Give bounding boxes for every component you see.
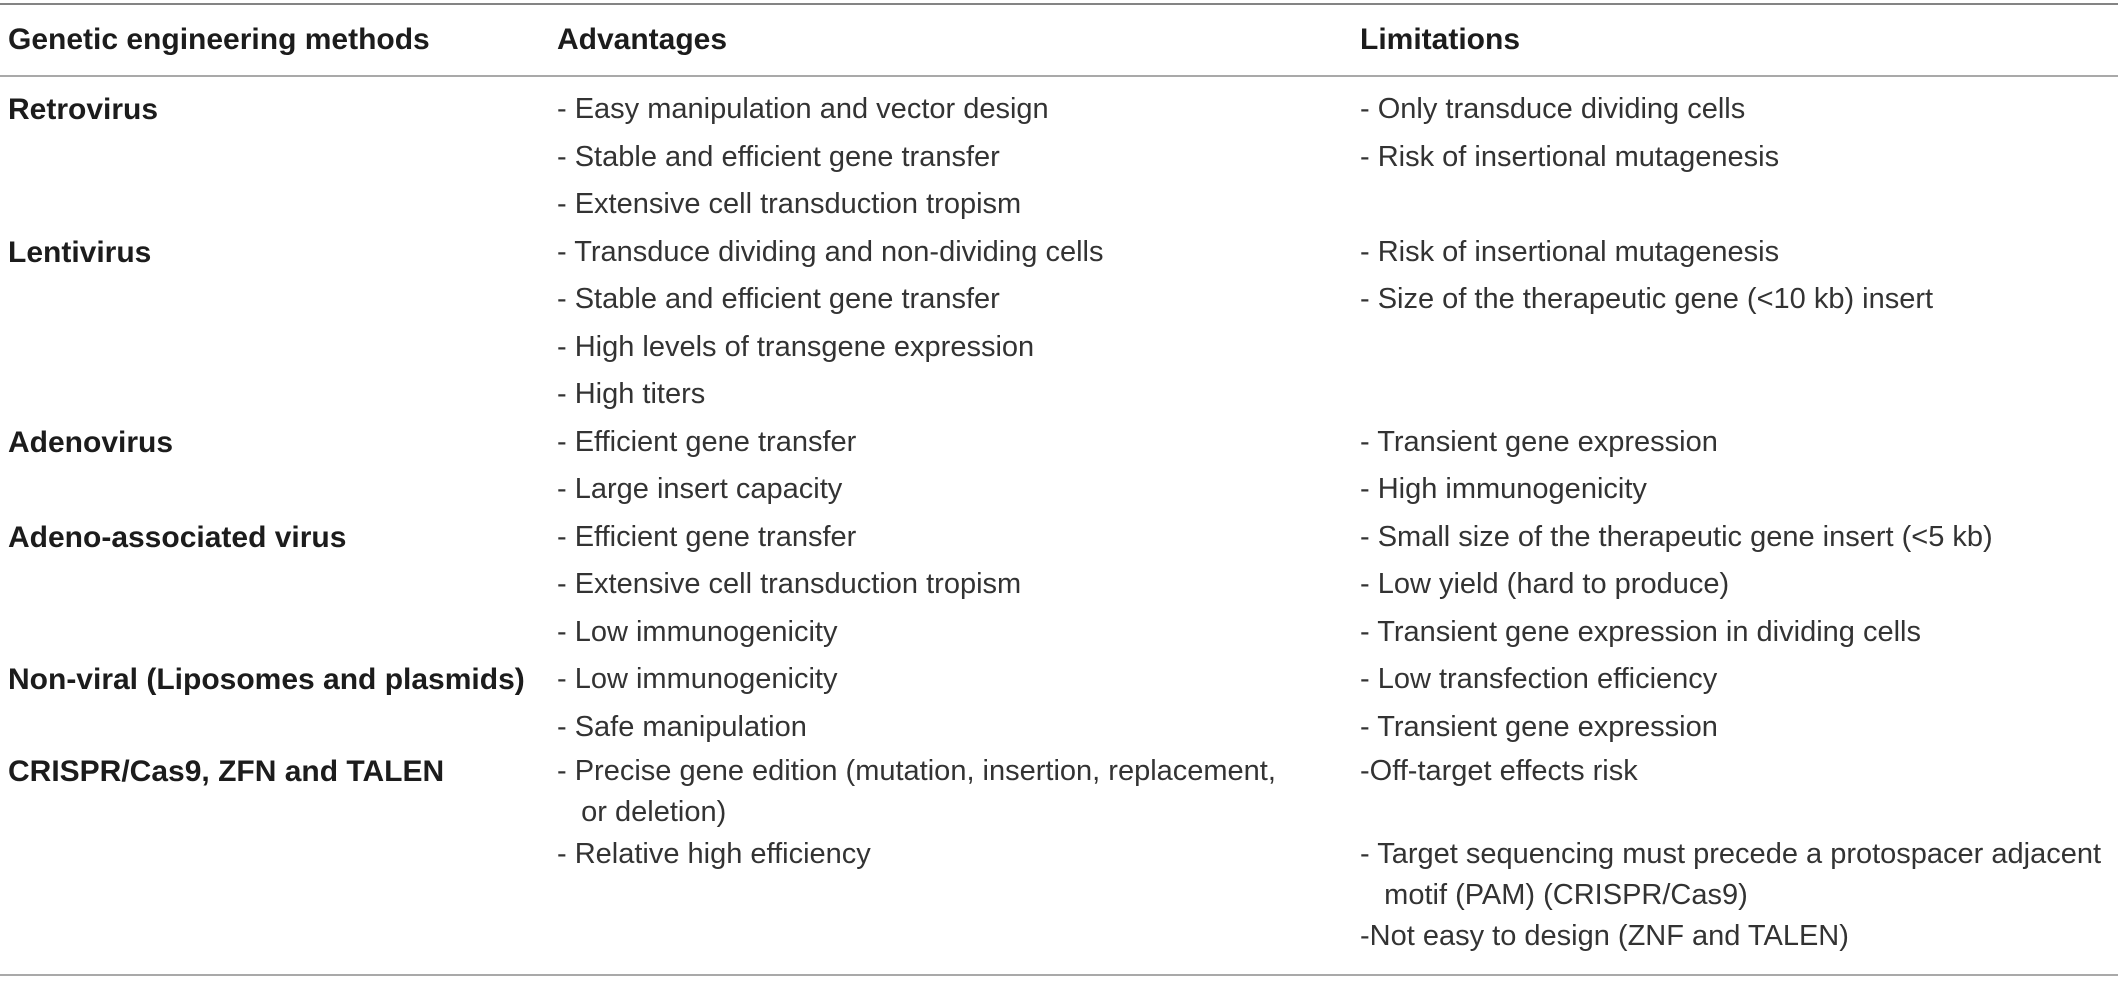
column-header-methods: Genetic engineering methods (8, 23, 430, 56)
advantage-line: - Extensive cell transduction tropism (557, 188, 1022, 220)
advantage-line: - Stable and efficient gene transfer (557, 140, 1000, 173)
advantage-line: - Extensive cell transduction tropism (557, 568, 1022, 600)
table-body: Retrovirus - Easy manipulation and vector… (0, 77, 2118, 974)
method-name: Adeno-associated virus (8, 520, 347, 554)
advantage-line: - Low immunogenicity (557, 663, 838, 695)
limitation-line: - Target sequencing must precede a proto… (1360, 837, 2102, 870)
table-header-row: Genetic engineering methods Advantages L… (0, 5, 2118, 75)
method-name: Non-viral (Liposomes and plasmids) (8, 663, 525, 696)
advantages-cell: - Efficient gene transfer - Extensive cel… (557, 514, 1360, 657)
limitation-line: -Not easy to design (ZNF and TALEN) (1360, 920, 1849, 953)
limitation-line: motif (PAM) (CRISPR/Cas9) (1360, 878, 1748, 911)
method-name: CRISPR/Cas9, ZFN and TALEN (8, 755, 445, 788)
method-cell: CRISPR/Cas9, ZFN and TALEN (8, 751, 557, 957)
method-row-group: Retrovirus - Easy manipulation and vector… (8, 86, 2110, 229)
table-header-separator-rule (0, 75, 2118, 77)
method-row-group: Adenovirus - Efficient gene transfer - Lar… (8, 419, 2110, 514)
limitations-cell: - Transient gene expression - High immuno… (1360, 419, 2110, 514)
method-row-group: Lentivirus - Transduce dividing and non-d… (8, 229, 2110, 419)
advantage-line: - High titers (557, 378, 706, 410)
limitation-line: - Size of the therapeutic gene (<10 kb) … (1360, 283, 1934, 315)
method-cell: Non-viral (Liposomes and plasmids) (8, 656, 557, 751)
limitations-cell: -Off-target effects risk - Target sequenc… (1360, 751, 2110, 957)
advantage-line: - Stable and efficient gene transfer (557, 283, 1000, 315)
advantage-line: or deletion) (557, 796, 727, 829)
advantage-line: - Relative high efficiency (557, 837, 871, 870)
advantage-line: - Transduce dividing and non-dividing ce… (557, 235, 1104, 268)
method-cell: Lentivirus (8, 229, 557, 419)
limitation-line: -Off-target effects risk (1360, 755, 1638, 787)
limitations-cell: - Low transfection efficiency - Transient… (1360, 656, 2110, 751)
limitation-line: - Risk of insertional mutagenesis (1360, 140, 1780, 173)
method-cell: Adeno-associated virus (8, 514, 557, 657)
column-header-advantages: Advantages (557, 23, 728, 56)
table-top-rule (0, 3, 2118, 5)
method-name: Lentivirus (8, 235, 152, 269)
limitation-line: - Transient gene expression (1360, 710, 1718, 743)
advantages-cell: - Easy manipulation and vector design - S… (557, 86, 1360, 229)
method-row-group: CRISPR/Cas9, ZFN and TALEN - Precise gene… (8, 751, 2110, 957)
limitation-line: - Small size of the therapeutic gene ins… (1360, 520, 1993, 553)
limitation-line: - Only transduce dividing cells (1360, 93, 1746, 125)
advantages-cell: - Precise gene edition (mutation, insert… (557, 751, 1360, 957)
column-header-limitations: Limitations (1360, 23, 1521, 56)
method-name: Adenovirus (8, 425, 174, 459)
method-cell: Retrovirus (8, 86, 557, 229)
advantage-line: - Low immunogenicity (557, 615, 838, 648)
advantage-line: - Efficient gene transfer (557, 425, 857, 458)
advantage-line: - Precise gene edition (mutation, insert… (557, 755, 1276, 787)
limitation-line: - Transient gene expression (1360, 425, 1718, 458)
advantages-cell: - Transduce dividing and non-dividing ce… (557, 229, 1360, 419)
method-row-group: Non-viral (Liposomes and plasmids) - Low … (8, 656, 2110, 751)
limitations-cell: - Small size of the therapeutic gene ins… (1360, 514, 2110, 657)
advantage-line: - Safe manipulation (557, 710, 807, 743)
limitations-cell: - Risk of insertional mutagenesis - Size … (1360, 229, 2110, 419)
limitation-line: - Risk of insertional mutagenesis (1360, 235, 1780, 268)
limitation-line (1360, 792, 2110, 833)
limitation-line: - Low yield (hard to produce) (1360, 568, 1730, 600)
method-cell: Adenovirus (8, 419, 557, 514)
limitations-cell: - Only transduce dividing cells - Risk of… (1360, 86, 2110, 229)
method-name: Retrovirus (8, 93, 159, 126)
advantages-cell: - Low immunogenicity - Safe manipulation (557, 656, 1360, 751)
advantage-line: - Efficient gene transfer (557, 520, 857, 553)
advantages-cell: - Efficient gene transfer - Large insert … (557, 419, 1360, 514)
advantage-line: - High levels of transgene expression (557, 330, 1035, 363)
advantage-line: - Easy manipulation and vector design (557, 93, 1049, 125)
table-bottom-rule (0, 973, 2118, 976)
limitation-line: - Transient gene expression in dividing … (1360, 615, 1921, 648)
method-row-group: Adeno-associated virus - Efficient gene t… (8, 514, 2110, 657)
advantage-line: - Large insert capacity (557, 473, 843, 505)
limitation-line: - High immunogenicity (1360, 473, 1647, 505)
limitation-line: - Low transfection efficiency (1360, 663, 1718, 695)
